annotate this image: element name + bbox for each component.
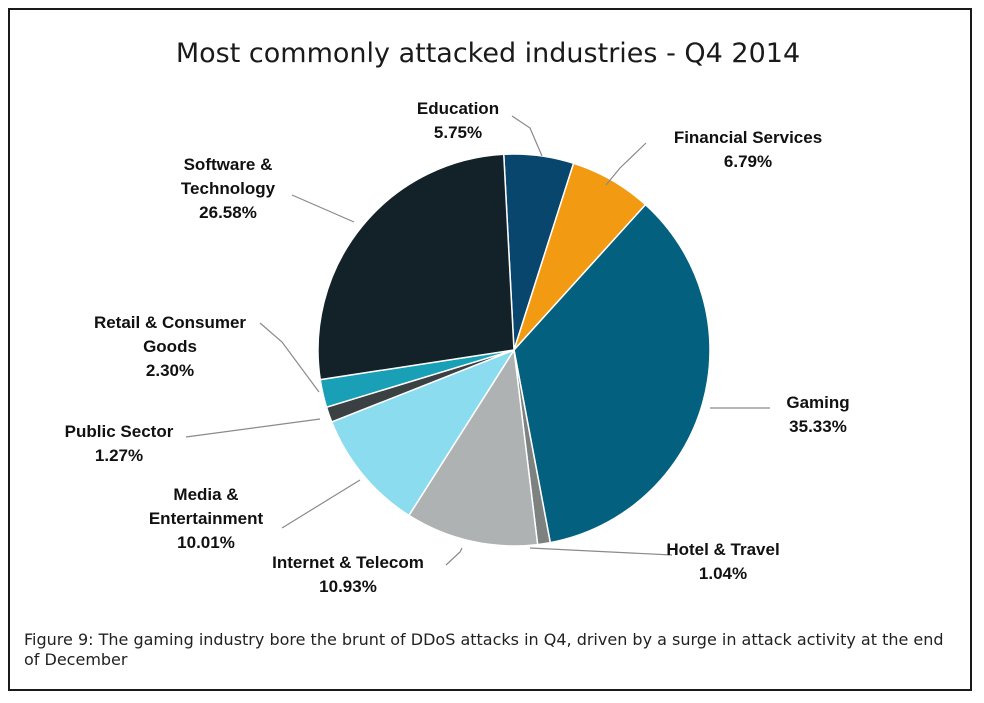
slice-label-internet-telecom: Internet & Telecom 10.93%: [272, 553, 424, 596]
leader-line-public-sector: [185, 418, 321, 438]
pie-slice-media-entertainment: [330, 348, 516, 517]
pie-slice-gaming: [513, 203, 711, 544]
slice-label-education: Education 5.75%: [417, 99, 499, 142]
figure-frame: Most commonly attacked industries - Q4 2…: [8, 8, 972, 691]
leader-line-software-technology: [291, 194, 355, 223]
slice-label-software-technology: Software & Technology 26.58%: [181, 155, 276, 222]
leader-line-education: [511, 115, 543, 157]
pie-slice-software-technology: [317, 153, 515, 381]
slice-label-media-entertainment: Media & Entertainment 10.01%: [149, 485, 264, 552]
slice-label-gaming: Gaming 35.33%: [786, 393, 849, 436]
leader-line-media-entertainment: [281, 479, 361, 529]
pie-slice-internet-telecom: [407, 347, 539, 547]
slice-label-retail-consumer-goods: Retail & Consumer Goods 2.30%: [94, 313, 246, 380]
slice-label-hotel-travel: Hotel & Travel 1.04%: [666, 540, 779, 583]
chart-title: Most commonly attacked industries - Q4 2…: [176, 38, 800, 69]
leader-line-financial-services: [605, 142, 647, 186]
slice-label-public-sector: Public Sector 1.27%: [65, 422, 174, 465]
leader-line-retail-consumer-goods: [259, 322, 320, 393]
figure-caption: Figure 9: The gaming industry bore the b…: [24, 630, 944, 669]
pie-chart: Most commonly attacked industries - Q4 2…: [65, 38, 850, 596]
leader-line-hotel-travel: [529, 547, 673, 556]
slice-label-financial-services: Financial Services 6.79%: [674, 128, 822, 171]
leader-line-internet-telecom: [445, 547, 463, 566]
